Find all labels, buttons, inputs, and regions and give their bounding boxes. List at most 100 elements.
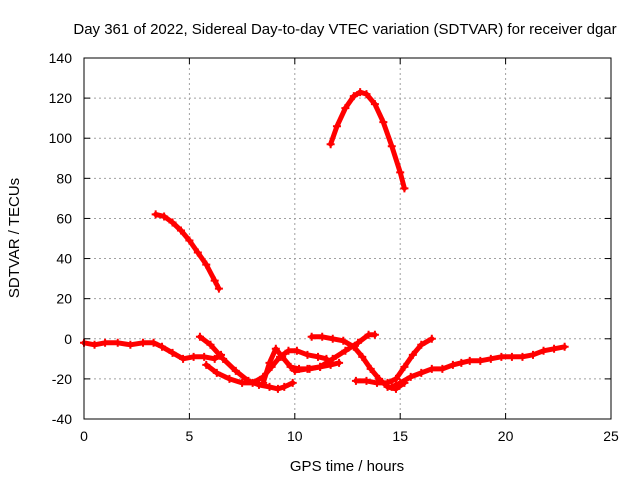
x-tick-label: 25 [603, 428, 619, 444]
data-point [354, 338, 363, 347]
data-point [225, 374, 234, 383]
data-point [356, 88, 365, 97]
data-point [427, 334, 436, 343]
y-tick-label: -40 [52, 411, 72, 427]
data-point [370, 100, 379, 109]
data-point [157, 342, 166, 351]
data-point [212, 368, 221, 377]
data-point [318, 332, 327, 341]
data-point [210, 354, 219, 363]
data-point [366, 364, 375, 373]
data-point [326, 140, 335, 149]
data-point [231, 366, 240, 375]
data-point [362, 90, 371, 99]
data-point [539, 346, 548, 355]
data-point [387, 142, 396, 151]
data-point [149, 338, 158, 347]
data-point [139, 338, 148, 347]
data-point [373, 378, 382, 387]
data-point [189, 352, 198, 361]
data-point [168, 348, 177, 357]
data-point [448, 360, 457, 369]
data-point [351, 376, 360, 385]
data-point [358, 352, 367, 361]
data-point [160, 212, 169, 221]
data-point [303, 364, 312, 373]
series-arc-low-8 [387, 342, 569, 391]
data-point [341, 346, 350, 355]
data-point [303, 350, 312, 359]
data-point [341, 104, 350, 113]
data-point [497, 352, 506, 361]
data-point [332, 122, 341, 131]
y-tick-label: 100 [49, 130, 73, 146]
data-point [259, 378, 268, 387]
series-arc-high-1 [151, 210, 223, 293]
data-point [417, 340, 426, 349]
x-axis-label: GPS time / hours [290, 458, 404, 475]
data-point [202, 360, 211, 369]
data-point [362, 376, 371, 385]
data-point [101, 338, 110, 347]
data-point [238, 378, 247, 387]
data-point [151, 210, 160, 219]
data-point [273, 384, 282, 393]
data-point [406, 372, 415, 381]
data-point [288, 378, 297, 387]
data-point [113, 338, 122, 347]
data-point [391, 374, 400, 383]
data-point [214, 284, 223, 293]
y-tick-label: -20 [52, 371, 72, 387]
data-point [400, 362, 409, 371]
x-tick-label: 5 [186, 428, 194, 444]
data-point [396, 378, 405, 387]
plot-frame [83, 57, 612, 420]
data-point [206, 340, 215, 349]
data-point [476, 356, 485, 365]
y-tick-label: 140 [49, 50, 73, 66]
data-point [427, 364, 436, 373]
y-axis-label: SDTVAR / TECUs [6, 178, 23, 298]
series-arc-low-5 [290, 330, 379, 375]
data-point [438, 364, 447, 373]
data-point [370, 330, 379, 339]
data-point [280, 382, 289, 391]
data-point [328, 354, 337, 363]
data-point [560, 342, 569, 351]
data-point [408, 350, 417, 359]
data-point [265, 382, 274, 391]
data-point [193, 248, 202, 257]
y-tick-label: 40 [56, 251, 72, 267]
series-arc-low-7 [351, 334, 436, 387]
data-point [417, 368, 426, 377]
series-layer [80, 88, 569, 393]
data-point [248, 378, 257, 387]
data-point [195, 332, 204, 341]
data-point [210, 276, 219, 285]
data-point [185, 236, 194, 245]
data-point [349, 92, 358, 101]
y-tick-label: 120 [49, 90, 73, 106]
data-point [286, 362, 295, 371]
data-point [529, 350, 538, 359]
data-point [271, 344, 280, 353]
data-point [396, 168, 405, 177]
series-line [328, 89, 407, 191]
data-point [179, 354, 188, 363]
x-tick-label: 15 [392, 428, 408, 444]
data-point [265, 358, 274, 367]
y-tick-label: 80 [56, 170, 72, 186]
x-tick-label: 10 [287, 428, 303, 444]
data-point [550, 344, 559, 353]
series-line [153, 211, 222, 292]
data-point [200, 352, 209, 361]
grid [84, 58, 611, 419]
data-point [292, 346, 301, 355]
data-point [465, 356, 474, 365]
data-point [387, 382, 396, 391]
ticks: 0 5 10 15 20 25 -40 -20 0 20 40 60 80 100 120 140 [49, 50, 619, 444]
y-tick-label: 20 [56, 291, 72, 307]
data-point [328, 334, 337, 343]
data-point [168, 218, 177, 227]
